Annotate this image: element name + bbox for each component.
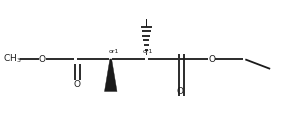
Text: CH$_3$: CH$_3$ xyxy=(3,53,22,65)
Polygon shape xyxy=(105,59,117,91)
Text: or1: or1 xyxy=(108,49,119,54)
Text: O: O xyxy=(208,55,215,63)
Text: O: O xyxy=(39,55,45,63)
Text: or1: or1 xyxy=(143,49,153,54)
Text: O: O xyxy=(73,80,80,89)
Text: I: I xyxy=(145,19,148,29)
Text: O: O xyxy=(177,87,184,96)
